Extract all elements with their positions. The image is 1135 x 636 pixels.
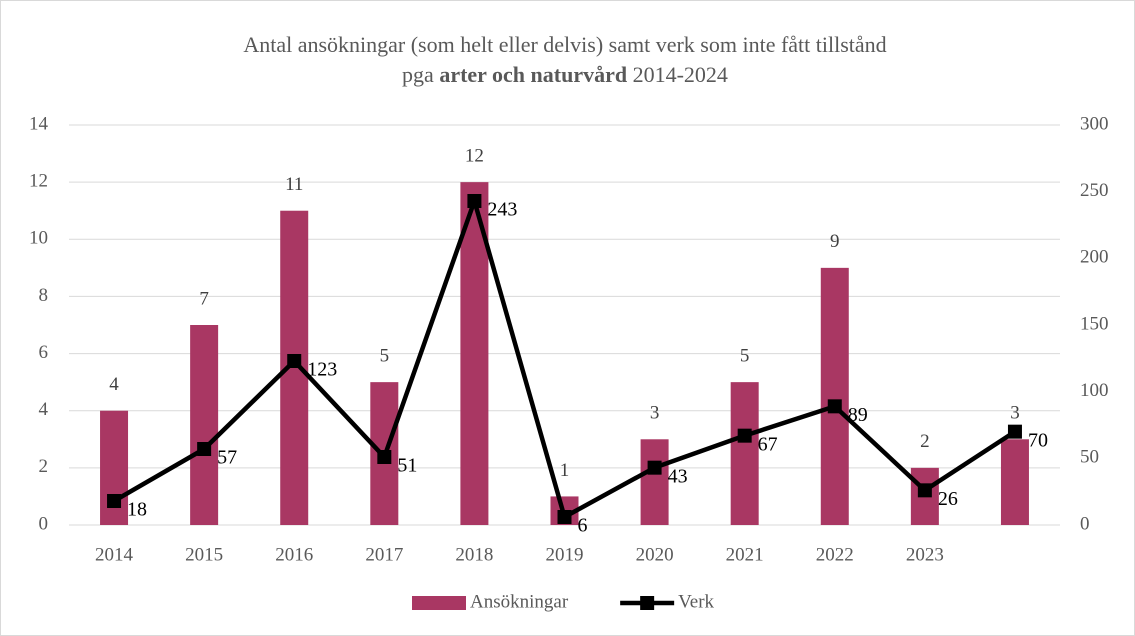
x-tick-label: 2017 [365, 544, 403, 565]
marker [107, 494, 122, 508]
y-tick-label: 10 [29, 228, 48, 249]
title-part: arter och naturvård [439, 62, 627, 87]
bar [190, 325, 219, 525]
title-line: Antal ansökningar (som helt eller delvis… [243, 32, 886, 57]
data-label: 67 [758, 433, 778, 455]
data-label: 26 [938, 488, 958, 510]
y-tick-label: 14 [29, 113, 49, 134]
x-tick-label: 2014 [95, 544, 134, 565]
y2-tick-label: 50 [1080, 447, 1099, 468]
legend-label: Ansökningar [470, 591, 569, 612]
legend-label: Verk [678, 591, 714, 612]
marker [377, 450, 392, 464]
y2-tick-label: 100 [1080, 380, 1109, 401]
chart-title: pga arter och naturvård 2014-2024 [402, 62, 728, 87]
data-label: 70 [1028, 429, 1048, 451]
y-tick-label: 6 [39, 342, 49, 363]
data-label: 51 [397, 455, 417, 477]
title-part: 2014-2024 [633, 62, 728, 87]
x-tick-label: 2022 [816, 544, 854, 565]
data-label: 12 [465, 146, 484, 167]
legend-swatch [412, 596, 466, 610]
data-label: 18 [127, 499, 147, 521]
x-tick-label: 2018 [455, 544, 493, 565]
data-label: 9 [830, 231, 840, 252]
marker [287, 354, 302, 368]
y2-tick-label: 200 [1080, 247, 1109, 268]
data-label: 3 [650, 403, 660, 424]
marker [467, 194, 482, 208]
data-label: 43 [668, 465, 688, 487]
y2-tick-label: 0 [1080, 513, 1090, 534]
data-label: 3 [1010, 403, 1020, 424]
x-tick-label: 2020 [636, 544, 674, 565]
bar [1000, 439, 1029, 525]
legend-swatch [640, 596, 655, 610]
x-tick-label: 2019 [546, 544, 584, 565]
data-label: 243 [487, 199, 517, 221]
y-tick-label: 12 [29, 171, 48, 192]
data-label: 11 [285, 174, 303, 195]
y2-tick-label: 250 [1080, 180, 1109, 201]
marker [197, 442, 212, 456]
data-label: 5 [740, 346, 750, 367]
y2-tick-label: 150 [1080, 313, 1109, 334]
data-label: 6 [578, 515, 588, 537]
y-tick-label: 0 [39, 513, 49, 534]
data-label: 5 [380, 346, 390, 367]
y-tick-label: 2 [39, 456, 49, 477]
data-label: 123 [307, 359, 337, 381]
bar [820, 267, 849, 525]
data-label: 57 [217, 447, 237, 469]
chart-title: Antal ansökningar (som helt eller delvis… [243, 32, 886, 57]
y-tick-label: 4 [39, 399, 49, 420]
y2-tick-label: 300 [1080, 113, 1109, 134]
x-tick-label: 2021 [726, 544, 764, 565]
data-label: 7 [199, 288, 209, 309]
marker [557, 510, 572, 524]
y-tick-label: 8 [39, 285, 49, 306]
marker [917, 483, 932, 498]
x-tick-label: 2015 [185, 544, 223, 565]
x-tick-label: 2023 [906, 544, 944, 565]
marker [737, 428, 752, 443]
x-tick-label: 2016 [275, 544, 313, 565]
data-label: 4 [109, 374, 119, 395]
bar [730, 382, 759, 525]
title-part: pga [402, 62, 434, 87]
marker [827, 399, 842, 414]
data-label: 1 [560, 460, 570, 481]
data-label: 2 [920, 431, 930, 452]
data-label: 89 [848, 404, 868, 426]
bar [640, 439, 669, 525]
marker [1007, 424, 1022, 439]
marker [647, 460, 662, 475]
